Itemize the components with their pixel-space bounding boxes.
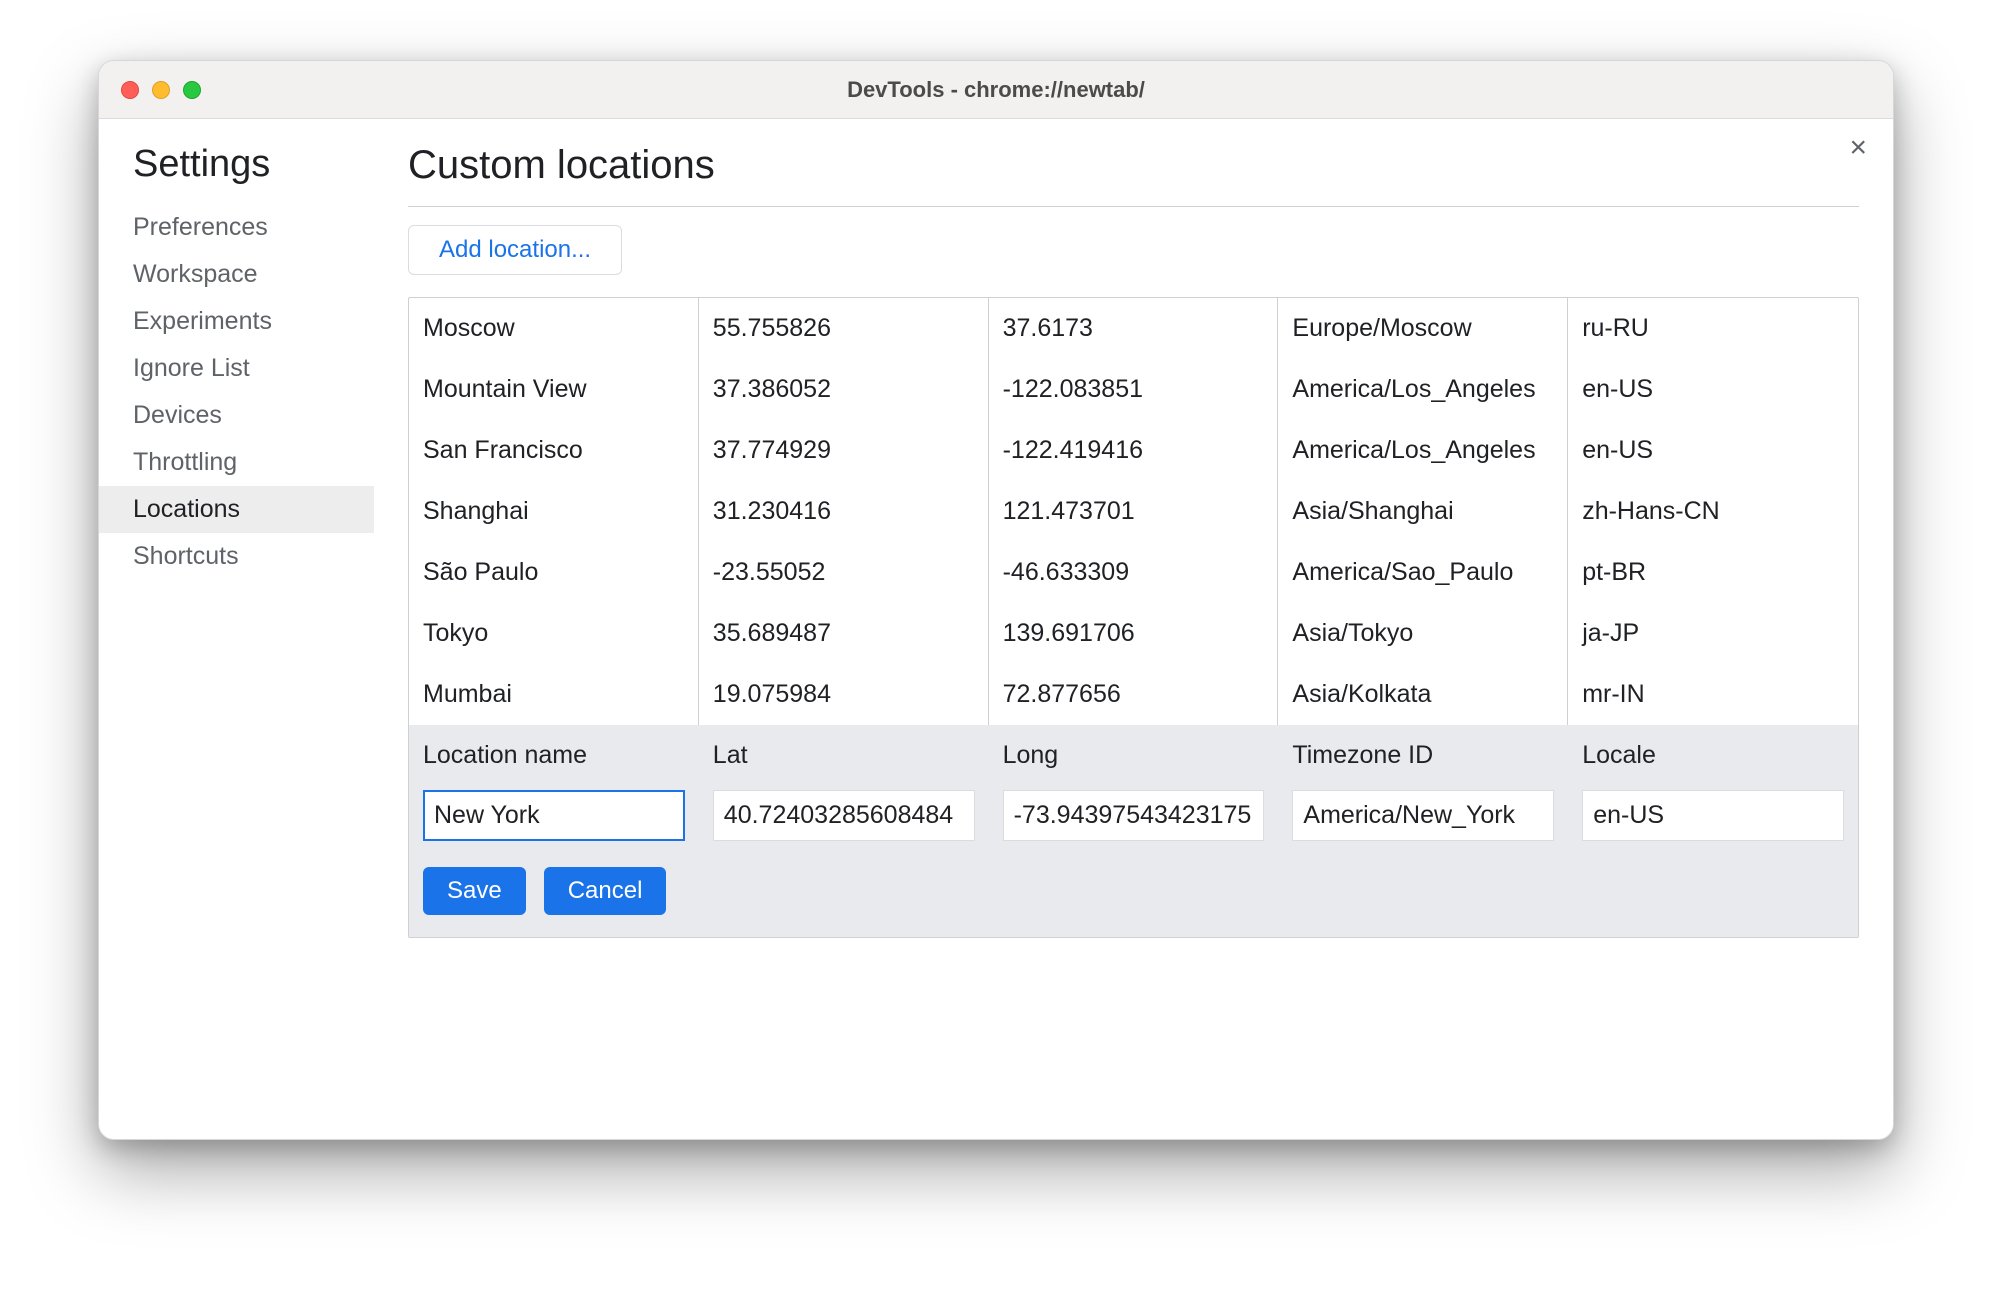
cell-locale: en-US — [1568, 359, 1858, 420]
cell-timezone: America/Los_Angeles — [1278, 420, 1568, 481]
sidebar-item-ignore-list[interactable]: Ignore List — [99, 345, 374, 392]
close-icon[interactable]: × — [1849, 133, 1867, 163]
location-name-field[interactable] — [423, 790, 685, 841]
cell-lat: 55.755826 — [699, 298, 989, 359]
cell-name: Mountain View — [409, 359, 699, 420]
table-row[interactable]: Tokyo35.689487139.691706Asia/Tokyoja-JP — [409, 603, 1858, 664]
divider — [408, 206, 1859, 207]
cell-locale: zh-Hans-CN — [1568, 481, 1858, 542]
cell-long: -122.083851 — [989, 359, 1279, 420]
cell-long: -46.633309 — [989, 542, 1279, 603]
cell-lat: 31.230416 — [699, 481, 989, 542]
editor-header-row: Location name Lat Long Timezone ID Local… — [409, 725, 1858, 786]
editor-header-locale: Locale — [1568, 725, 1858, 786]
page-title: Custom locations — [408, 143, 1859, 188]
cell-lat: 37.774929 — [699, 420, 989, 481]
cell-long: 72.877656 — [989, 664, 1279, 725]
maximize-window-icon[interactable] — [183, 81, 201, 99]
table-row[interactable]: Mountain View37.386052-122.083851America… — [409, 359, 1858, 420]
window-titlebar: DevTools - chrome://newtab/ — [99, 61, 1893, 119]
cell-locale: en-US — [1568, 420, 1858, 481]
cell-locale: ja-JP — [1568, 603, 1858, 664]
save-button[interactable]: Save — [423, 867, 526, 915]
cell-name: Moscow — [409, 298, 699, 359]
locations-table: Moscow55.75582637.6173Europe/Moscowru-RU… — [408, 297, 1859, 938]
cancel-button[interactable]: Cancel — [544, 867, 667, 915]
minimize-window-icon[interactable] — [152, 81, 170, 99]
sidebar-item-workspace[interactable]: Workspace — [99, 251, 374, 298]
cell-lat: 37.386052 — [699, 359, 989, 420]
editor-inputs-row — [409, 786, 1858, 845]
cell-name: São Paulo — [409, 542, 699, 603]
location-long-field[interactable] — [1003, 790, 1265, 841]
cell-long: -122.419416 — [989, 420, 1279, 481]
cell-locale: pt-BR — [1568, 542, 1858, 603]
devtools-window: DevTools - chrome://newtab/ Settings Pre… — [98, 60, 1894, 1140]
cell-lat: 19.075984 — [699, 664, 989, 725]
table-row[interactable]: San Francisco37.774929-122.419416America… — [409, 420, 1858, 481]
location-lat-field[interactable] — [713, 790, 975, 841]
cell-timezone: Asia/Tokyo — [1278, 603, 1568, 664]
table-row[interactable]: Moscow55.75582637.6173Europe/Moscowru-RU — [409, 298, 1858, 359]
table-row[interactable]: Shanghai31.230416121.473701Asia/Shanghai… — [409, 481, 1858, 542]
editor-actions: Save Cancel — [409, 845, 1858, 937]
cell-locale: ru-RU — [1568, 298, 1858, 359]
location-locale-field[interactable] — [1582, 790, 1844, 841]
sidebar-item-locations[interactable]: Locations — [99, 486, 374, 533]
cell-lat: -23.55052 — [699, 542, 989, 603]
cell-timezone: Europe/Moscow — [1278, 298, 1568, 359]
settings-main: × Custom locations Add location... Mosco… — [374, 119, 1893, 1139]
sidebar-item-preferences[interactable]: Preferences — [99, 204, 374, 251]
location-editor: Location name Lat Long Timezone ID Local… — [409, 725, 1858, 937]
cell-long: 37.6173 — [989, 298, 1279, 359]
table-row[interactable]: Mumbai19.07598472.877656Asia/Kolkatamr-I… — [409, 664, 1858, 725]
location-timezone-field[interactable] — [1292, 790, 1554, 841]
editor-header-timezone: Timezone ID — [1278, 725, 1568, 786]
cell-long: 139.691706 — [989, 603, 1279, 664]
cell-name: Mumbai — [409, 664, 699, 725]
cell-timezone: America/Sao_Paulo — [1278, 542, 1568, 603]
cell-timezone: Asia/Shanghai — [1278, 481, 1568, 542]
close-window-icon[interactable] — [121, 81, 139, 99]
cell-name: San Francisco — [409, 420, 699, 481]
window-title: DevTools - chrome://newtab/ — [99, 77, 1893, 103]
editor-header-lat: Lat — [699, 725, 989, 786]
cell-lat: 35.689487 — [699, 603, 989, 664]
sidebar-item-shortcuts[interactable]: Shortcuts — [99, 533, 374, 580]
cell-name: Tokyo — [409, 603, 699, 664]
traffic-lights — [121, 81, 201, 99]
add-location-button[interactable]: Add location... — [408, 225, 622, 275]
settings-sidebar: Settings PreferencesWorkspaceExperiments… — [99, 119, 374, 1139]
cell-timezone: Asia/Kolkata — [1278, 664, 1568, 725]
sidebar-item-throttling[interactable]: Throttling — [99, 439, 374, 486]
editor-header-name: Location name — [409, 725, 699, 786]
sidebar-item-devices[interactable]: Devices — [99, 392, 374, 439]
sidebar-title: Settings — [133, 143, 374, 186]
sidebar-item-experiments[interactable]: Experiments — [99, 298, 374, 345]
cell-timezone: America/Los_Angeles — [1278, 359, 1568, 420]
table-row[interactable]: São Paulo-23.55052-46.633309America/Sao_… — [409, 542, 1858, 603]
editor-header-long: Long — [989, 725, 1279, 786]
cell-long: 121.473701 — [989, 481, 1279, 542]
cell-name: Shanghai — [409, 481, 699, 542]
cell-locale: mr-IN — [1568, 664, 1858, 725]
